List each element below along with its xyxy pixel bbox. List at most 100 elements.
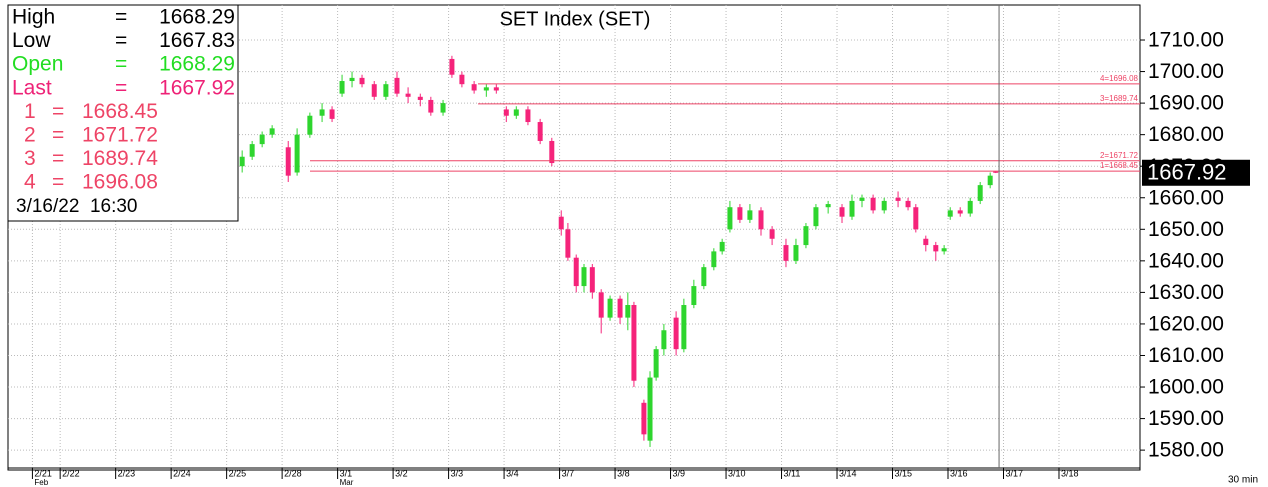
info-equals: =: [52, 124, 64, 147]
month-label: Mar: [340, 478, 354, 487]
candle-body: [471, 84, 477, 91]
interval-label: 30 min: [1228, 475, 1258, 486]
candle-body: [503, 109, 509, 116]
info-equals: =: [52, 171, 64, 194]
y-tick-label: 1710.00: [1148, 29, 1224, 52]
candle-body: [905, 200, 911, 208]
candle-body: [581, 267, 587, 287]
candle-body: [719, 241, 725, 252]
candle-body: [625, 305, 631, 318]
candle-body: [641, 402, 647, 435]
candle-body: [839, 207, 845, 217]
x-tick-label: 3/7: [562, 468, 575, 478]
candle-body: [565, 229, 571, 258]
candle-body: [923, 238, 929, 246]
candle-body: [493, 87, 499, 91]
y-tick-label: 1620.00: [1148, 312, 1224, 335]
info-equals: =: [52, 147, 64, 170]
info-equals: =: [115, 76, 127, 99]
x-tick-label: 2/21: [34, 468, 52, 478]
info-equals: =: [115, 6, 127, 29]
info-label: Low: [12, 29, 51, 52]
info-equals: =: [115, 29, 127, 52]
info-value: 1668.29: [159, 6, 235, 29]
candle-body: [440, 103, 446, 113]
info-label: High: [12, 6, 55, 29]
candle-body: [349, 77, 355, 82]
candle-body: [589, 267, 595, 293]
candle-body: [681, 305, 687, 350]
candle-body: [758, 210, 764, 230]
last-price-label: 1667.92: [1147, 160, 1227, 185]
candle-body: [285, 147, 291, 176]
x-tick-label: 2/24: [173, 468, 191, 478]
info-level-value: 1671.72: [82, 124, 158, 147]
candle-body: [549, 140, 555, 164]
info-level-name: 3: [24, 147, 36, 170]
chart-title: SET Index (SET): [500, 8, 651, 30]
info-level-value: 1668.45: [82, 100, 158, 123]
info-value: 1667.92: [159, 76, 235, 99]
x-tick-label: 3/9: [673, 468, 686, 478]
candle-body: [607, 298, 613, 318]
candle-body: [339, 81, 345, 94]
candle-body: [383, 84, 389, 97]
info-level-name: 2: [24, 124, 36, 147]
level-label: 3=1689.74: [1100, 94, 1139, 103]
y-tick-label: 1580.00: [1148, 439, 1224, 462]
candle-body: [993, 171, 999, 173]
x-tick-label: 3/11: [784, 468, 801, 478]
x-tick-label: 3/1: [340, 468, 353, 478]
candle-body: [294, 134, 300, 173]
x-tick-label: 2/25: [229, 468, 247, 478]
x-tick-label: 3/14: [839, 468, 857, 478]
candle-body: [933, 245, 939, 252]
candle-body: [793, 245, 799, 261]
y-tick-label: 1690.00: [1148, 92, 1224, 115]
candle-body: [825, 204, 831, 208]
candle-body: [673, 317, 679, 350]
info-box: [7, 4, 239, 222]
candle-body: [849, 200, 855, 217]
month-label: Feb: [34, 478, 48, 487]
candle-body: [428, 99, 434, 113]
candle-body: [537, 122, 543, 141]
candle-body: [647, 377, 653, 441]
candle-body: [269, 128, 275, 135]
candle-body: [525, 109, 531, 123]
candle-body: [769, 229, 775, 239]
y-tick-label: 1590.00: [1148, 407, 1224, 430]
x-tick-label: 3/4: [506, 468, 519, 478]
candle-body: [449, 58, 455, 75]
level-label: 4=1696.08: [1100, 74, 1139, 83]
last-price-box: [1142, 159, 1250, 186]
y-tick-label: 1640.00: [1148, 249, 1224, 272]
candle-body: [977, 185, 983, 201]
candle-body: [783, 245, 789, 261]
candle-body: [483, 87, 489, 91]
x-tick-label: 3/15: [895, 468, 913, 478]
x-tick-label: 3/17: [1005, 468, 1023, 478]
candle-body: [711, 251, 717, 268]
candle-body: [803, 226, 809, 246]
candle-body: [701, 267, 707, 287]
x-tick-label: 2/23: [118, 468, 136, 478]
x-tick-label: 3/10: [728, 468, 746, 478]
candle-body: [895, 197, 901, 201]
candle-body: [405, 93, 411, 97]
info-value: 1668.29: [159, 53, 235, 76]
info-equals: =: [52, 100, 64, 123]
candle-body: [319, 109, 325, 116]
candle-body: [947, 210, 953, 217]
y-tick-label: 1680.00: [1148, 123, 1224, 146]
candle-body: [881, 200, 887, 211]
x-tick-label: 3/18: [1061, 468, 1079, 478]
candle-body: [661, 330, 667, 350]
info-level-name: 4: [24, 171, 36, 194]
candle-body: [653, 349, 659, 378]
candle-body: [859, 197, 865, 201]
y-tick-label: 1660.00: [1148, 186, 1224, 209]
info-label: Last: [12, 76, 52, 99]
info-date: 3/16/22 16:30: [16, 196, 138, 217]
